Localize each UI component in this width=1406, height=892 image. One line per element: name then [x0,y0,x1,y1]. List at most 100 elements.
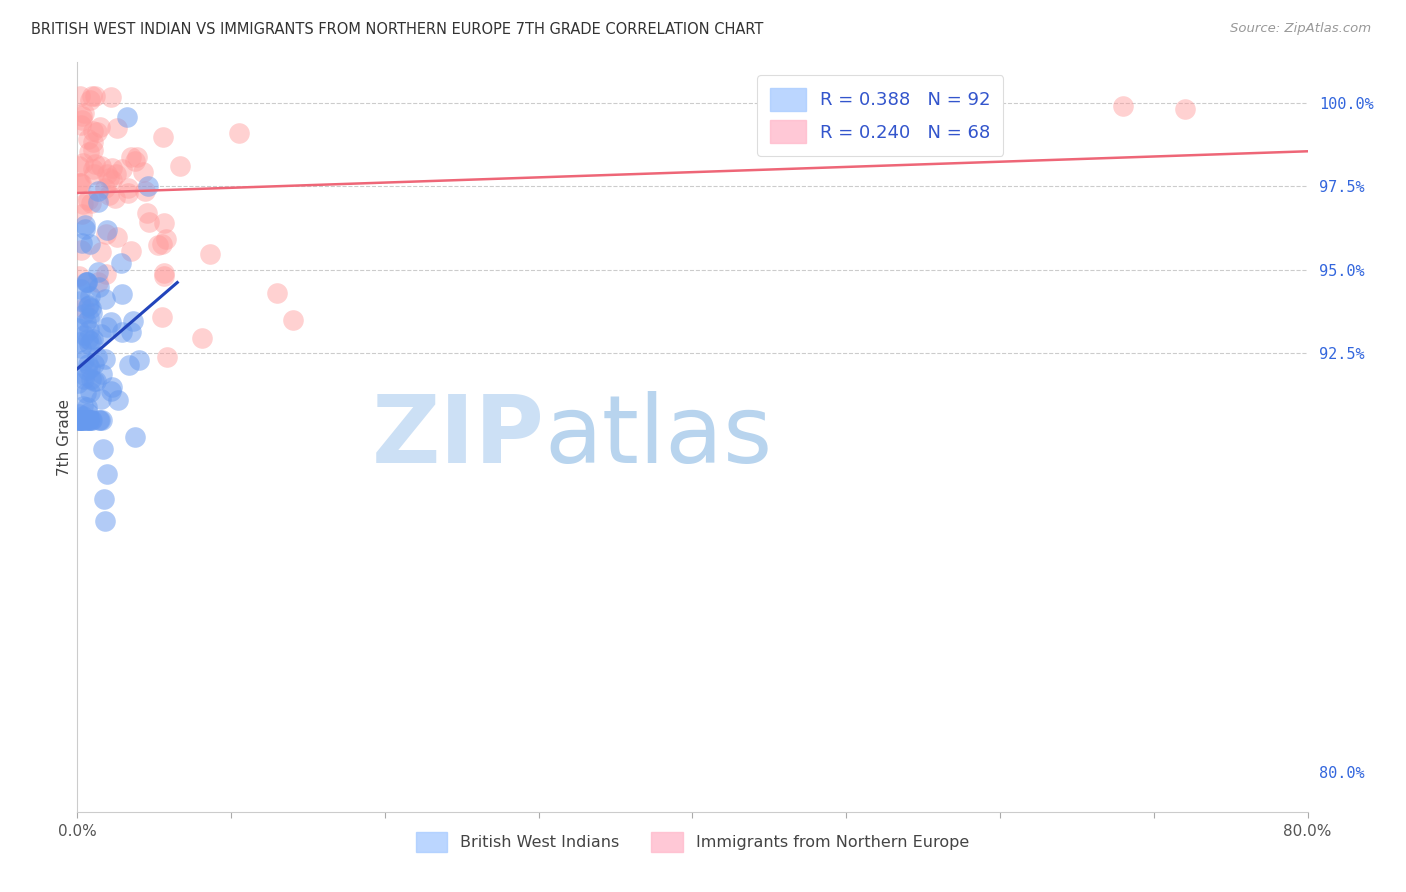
Text: BRITISH WEST INDIAN VS IMMIGRANTS FROM NORTHERN EUROPE 7TH GRADE CORRELATION CHA: BRITISH WEST INDIAN VS IMMIGRANTS FROM N… [31,22,763,37]
Point [69,413,91,427]
Point [76,275,98,289]
Point [87,195,110,210]
Point [110,286,132,301]
Point [73,105,96,120]
Point [155,232,177,246]
Point [70,243,93,257]
Point [83,375,105,389]
Point [128,352,150,367]
Point [89,413,111,427]
Point [76,401,98,415]
Point [77,311,100,326]
Point [191,331,214,345]
Point [83,357,105,371]
Point [69,294,91,309]
Point [118,358,141,372]
Point [76,276,98,290]
Point [79,323,101,337]
Point [77,357,100,371]
Point [70,341,93,355]
Point [83,167,105,181]
Point [73,413,96,427]
Point [70,118,93,132]
Text: atlas: atlas [546,391,773,483]
Point [266,286,288,301]
Point [90,392,112,406]
Point [90,160,112,174]
Y-axis label: 7th Grade: 7th Grade [56,399,72,475]
Point [76,363,98,377]
Point [77,336,100,351]
Point [104,167,127,181]
Point [67,176,90,190]
Point [72,399,94,413]
Point [121,314,143,328]
Point [77,413,100,427]
Point [70,235,93,250]
Point [67,407,90,421]
Point [79,361,101,376]
Point [75,275,97,289]
Point [110,256,132,270]
Point [70,413,93,427]
Point [77,406,100,420]
Point [80,413,103,427]
Point [90,245,112,260]
Point [228,126,250,140]
Point [169,160,191,174]
Point [79,384,101,399]
Point [94,352,117,367]
Point [86,125,108,139]
Point [117,186,139,201]
Point [134,184,156,198]
Point [150,236,173,251]
Point [198,246,221,260]
Text: Source: ZipAtlas.com: Source: ZipAtlas.com [1230,22,1371,36]
Point [117,180,139,194]
Point [75,218,97,232]
Point [87,264,110,278]
Point [72,372,94,386]
Point [75,315,97,329]
Point [107,393,129,408]
Point [138,215,160,229]
Point [70,109,93,123]
Point [94,514,117,528]
Point [111,162,134,177]
Point [72,197,94,211]
Point [73,353,96,368]
Point [96,320,118,334]
Point [73,327,96,342]
Point [67,413,90,427]
Point [152,266,174,280]
Point [84,374,107,388]
Point [91,367,114,381]
Point [150,310,173,324]
Point [93,491,115,506]
Point [67,268,90,283]
Point [70,207,93,221]
Point [72,156,94,170]
Point [96,223,118,237]
Point [281,313,304,327]
Point [80,334,103,349]
Point [100,89,122,103]
Point [75,386,97,401]
Point [80,306,103,320]
Point [76,332,98,346]
Point [98,188,121,202]
Point [79,236,101,251]
Point [1112,99,1135,113]
Point [82,135,104,149]
Point [87,185,110,199]
Point [67,159,90,173]
Point [91,413,114,427]
Point [79,93,101,107]
Point [89,413,111,427]
Point [136,179,159,194]
Point [91,442,114,456]
Point [77,145,100,159]
Point [135,206,157,220]
Point [69,176,91,190]
Point [73,368,96,382]
